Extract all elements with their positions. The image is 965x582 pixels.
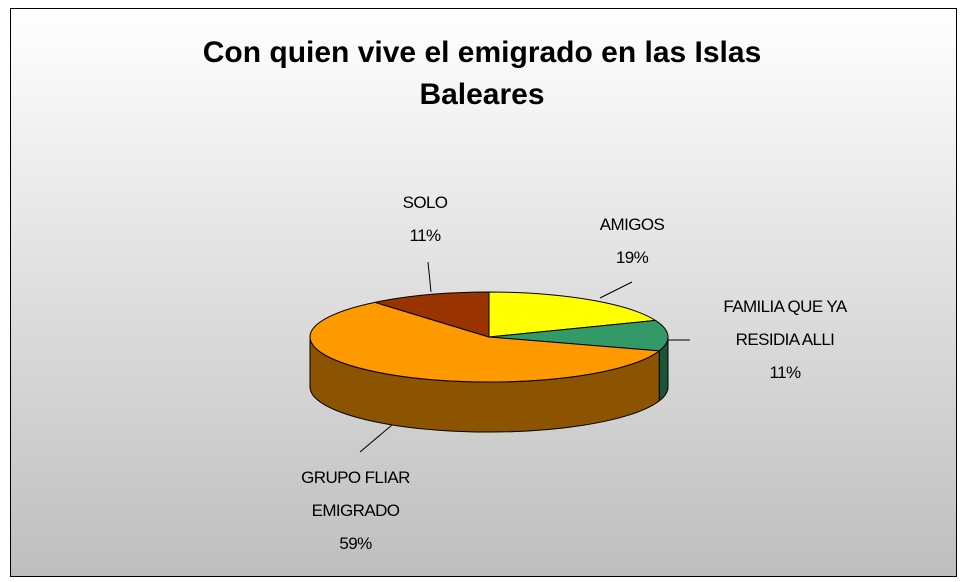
value-label: 11% <box>409 226 442 245</box>
value-label: 19% <box>615 248 649 267</box>
category-label: FAMILIA QUE YA RESIDIA ALLI <box>723 297 847 349</box>
data-label: SOLO 11% <box>385 186 465 252</box>
data-label: FAMILIA QUE YA RESIDIA ALLI 11% <box>690 290 880 389</box>
leader-lines <box>359 261 690 453</box>
chart-title: Con quien vive el emigrado en las Islas … <box>202 36 762 111</box>
slice <box>374 291 490 338</box>
leader-line <box>359 424 393 453</box>
slice <box>309 301 661 383</box>
category-label: SOLO <box>402 193 448 212</box>
slice <box>488 291 657 338</box>
leader-line <box>599 281 633 299</box>
value-label: 11% <box>769 363 802 382</box>
data-label: AMIGOS 19% <box>572 208 692 274</box>
value-label: 59% <box>339 534 372 553</box>
pie-tops <box>309 291 669 383</box>
data-label: GRUPO FLIAR EMIGRADO 59% <box>268 461 443 560</box>
leader-line <box>427 261 432 293</box>
slice <box>488 319 669 352</box>
pie-sides <box>309 336 669 433</box>
category-label: GRUPO FLIAR EMIGRADO <box>301 468 410 520</box>
category-label: AMIGOS <box>599 215 665 234</box>
